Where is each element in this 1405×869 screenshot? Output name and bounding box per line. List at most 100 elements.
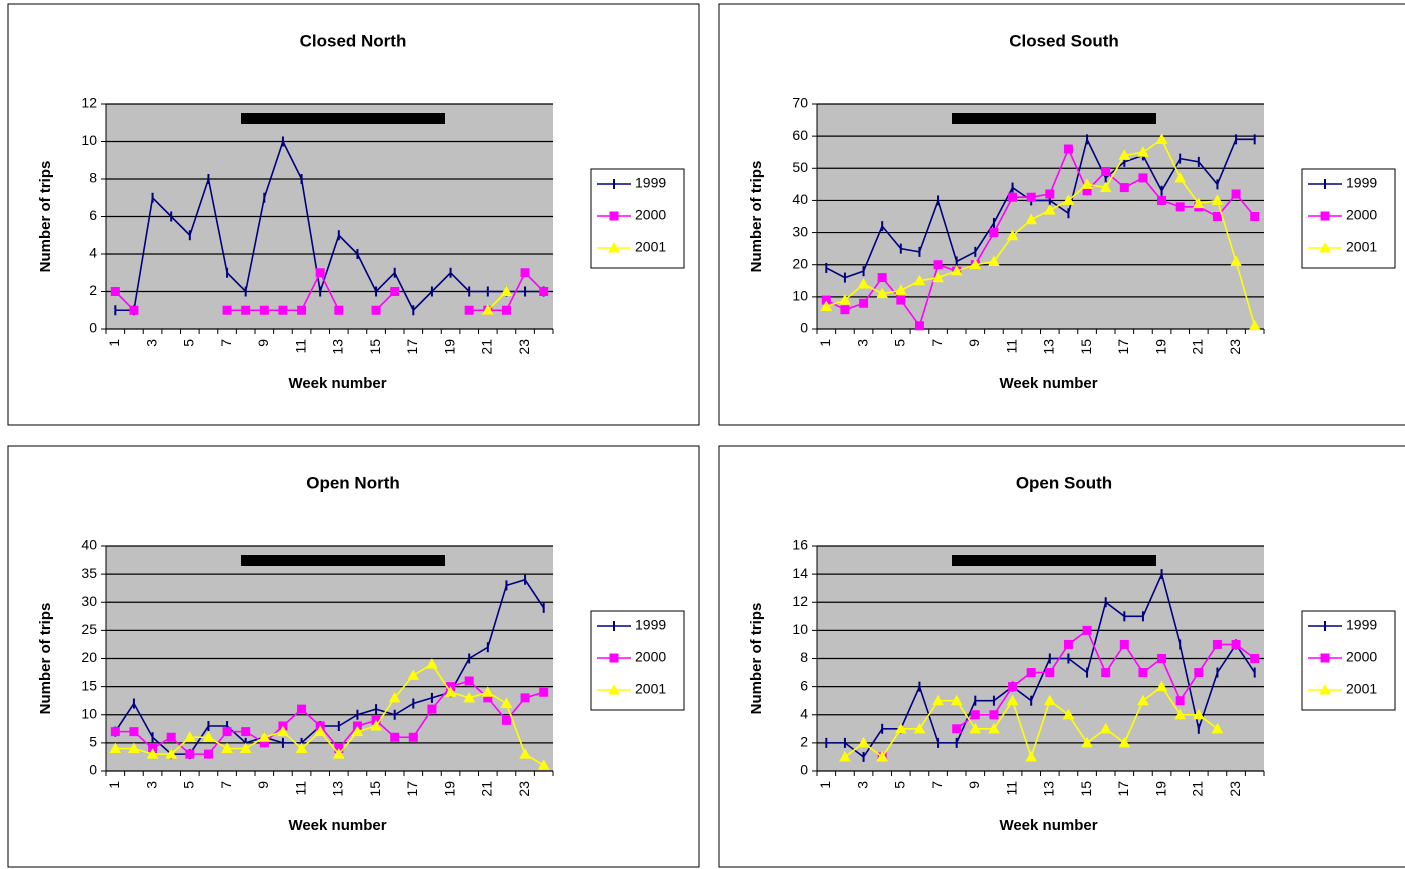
marker <box>932 271 944 283</box>
marker <box>297 704 307 714</box>
marker <box>314 725 327 737</box>
marker <box>315 268 325 278</box>
x-tick-label: 13 <box>1041 781 1057 797</box>
marker <box>1081 736 1093 748</box>
marker <box>259 305 269 315</box>
marker <box>1231 189 1241 199</box>
x-tick-label: 17 <box>1115 339 1131 355</box>
marker <box>426 658 438 669</box>
y-tick-label: 20 <box>81 649 97 665</box>
y-tick-label: 2 <box>89 282 97 298</box>
y-tick-label: 10 <box>81 705 97 721</box>
y-tick-label: 8 <box>800 649 808 665</box>
marker <box>390 732 400 742</box>
marker <box>608 683 620 695</box>
marker <box>859 298 869 308</box>
marker <box>109 742 122 753</box>
marker <box>1045 668 1055 678</box>
marker <box>1192 708 1205 720</box>
x-tick-label: 5 <box>892 781 908 789</box>
legend-label: 2000 <box>1346 207 1377 223</box>
legend-label: 1999 <box>635 617 666 633</box>
marker <box>332 748 345 759</box>
x-tick-label: 11 <box>1003 781 1019 796</box>
marker <box>896 295 906 305</box>
marker <box>258 731 271 742</box>
x-tick-label: 11 <box>292 781 308 796</box>
x-tick-label: 7 <box>218 781 234 789</box>
legend-label: 1999 <box>1346 175 1377 191</box>
marker <box>221 742 233 753</box>
marker <box>1192 197 1205 209</box>
marker <box>1174 171 1187 183</box>
x-axis-label: Week number <box>288 817 386 834</box>
legend-label: 2001 <box>1346 681 1377 697</box>
x-tick-label: 7 <box>218 339 234 347</box>
marker <box>950 694 963 706</box>
marker <box>1081 178 1093 189</box>
x-tick-label: 5 <box>892 339 908 347</box>
marker <box>1231 639 1241 649</box>
marker <box>1175 696 1185 706</box>
marker <box>876 750 889 762</box>
marker <box>1025 750 1038 762</box>
y-tick-label: 5 <box>89 734 97 750</box>
marker <box>1212 639 1222 649</box>
x-tick-label: 1 <box>817 339 833 347</box>
y-tick-label: 40 <box>792 191 808 207</box>
y-tick-label: 30 <box>81 593 97 609</box>
x-tick-label: 21 <box>1190 781 1206 797</box>
legend-label: 2000 <box>635 649 666 665</box>
x-tick-label: 23 <box>516 339 532 355</box>
marker <box>932 694 944 706</box>
marker <box>1008 192 1018 202</box>
marker <box>520 693 530 703</box>
x-tick-label: 1 <box>106 339 122 347</box>
marker <box>1175 202 1185 212</box>
x-tick-label: 17 <box>1115 781 1131 797</box>
marker <box>407 669 420 680</box>
marker <box>537 759 550 770</box>
marker <box>1006 229 1019 241</box>
marker <box>1101 668 1111 678</box>
y-tick-label: 8 <box>89 170 97 186</box>
x-tick-label: 5 <box>181 339 197 347</box>
marker <box>297 305 307 315</box>
legend-box <box>1301 610 1396 711</box>
marker <box>370 719 382 731</box>
marker <box>539 687 549 697</box>
y-tick-label: 12 <box>81 95 97 111</box>
marker <box>1006 694 1019 706</box>
marker <box>1118 736 1131 748</box>
marker <box>1319 241 1331 253</box>
legend-label: 2001 <box>635 681 666 697</box>
marker <box>988 722 1000 734</box>
marker <box>609 211 619 221</box>
y-tick-label: 4 <box>89 245 97 261</box>
marker <box>840 305 850 315</box>
marker <box>501 305 511 315</box>
marker <box>408 732 418 742</box>
marker <box>1062 194 1075 205</box>
x-tick-label: 9 <box>966 339 982 347</box>
marker <box>876 287 889 299</box>
marker <box>894 722 907 734</box>
marker <box>1211 194 1224 205</box>
y-tick-label: 60 <box>792 127 808 143</box>
marker <box>950 265 963 276</box>
marker <box>334 305 344 315</box>
y-axis-label: Number of trips <box>37 161 54 273</box>
x-tick-label: 13 <box>1041 339 1057 355</box>
marker <box>820 300 833 311</box>
marker <box>970 710 980 720</box>
marker <box>222 305 232 315</box>
marker <box>520 268 530 278</box>
marker <box>500 697 513 708</box>
legend-label: 2001 <box>1346 239 1377 255</box>
period-bar <box>952 113 1156 124</box>
marker <box>444 686 457 697</box>
marker <box>481 686 494 697</box>
x-tick-label: 1 <box>106 781 122 789</box>
x-tick-label: 21 <box>479 781 495 797</box>
marker <box>501 715 511 725</box>
